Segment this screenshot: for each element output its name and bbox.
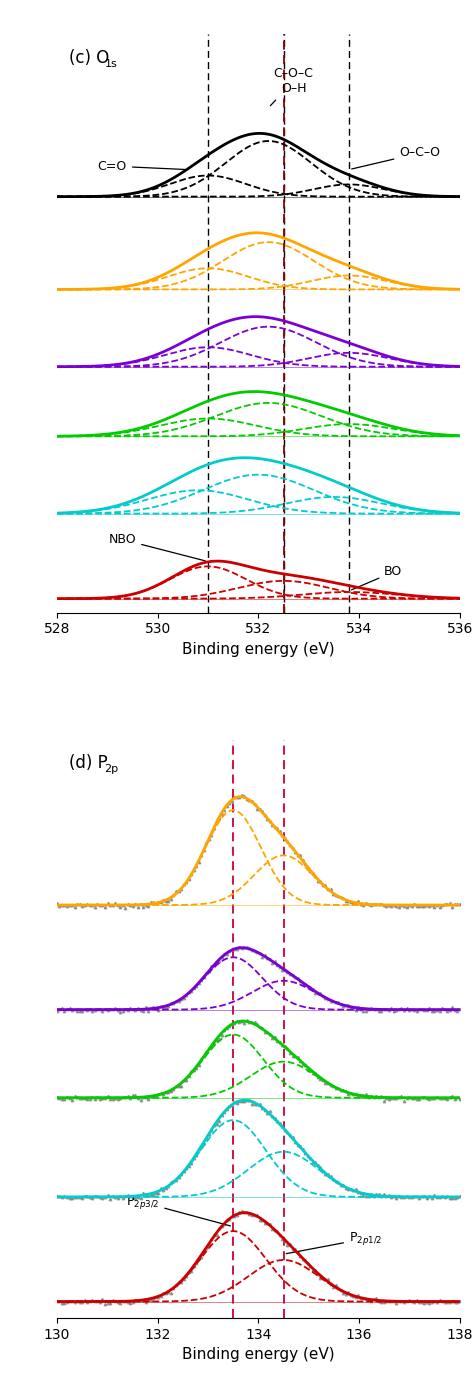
Text: (c) O: (c) O bbox=[69, 49, 109, 67]
Text: (d) P: (d) P bbox=[69, 754, 108, 772]
Text: NBO: NBO bbox=[109, 533, 205, 562]
Text: BO: BO bbox=[352, 566, 402, 590]
Text: 1s: 1s bbox=[104, 59, 117, 69]
Text: O–C–O: O–C–O bbox=[352, 147, 440, 169]
Text: C–O–C
O–H: C–O–C O–H bbox=[270, 67, 313, 106]
Text: 2p: 2p bbox=[104, 765, 118, 774]
Text: P$_{2p1/2}$: P$_{2p1/2}$ bbox=[286, 1230, 383, 1254]
X-axis label: Binding energy (eV): Binding energy (eV) bbox=[182, 1347, 335, 1362]
Text: C=O: C=O bbox=[98, 159, 185, 173]
X-axis label: Binding energy (eV): Binding energy (eV) bbox=[182, 641, 335, 656]
Text: P$_{2p3/2}$: P$_{2p3/2}$ bbox=[126, 1193, 230, 1226]
